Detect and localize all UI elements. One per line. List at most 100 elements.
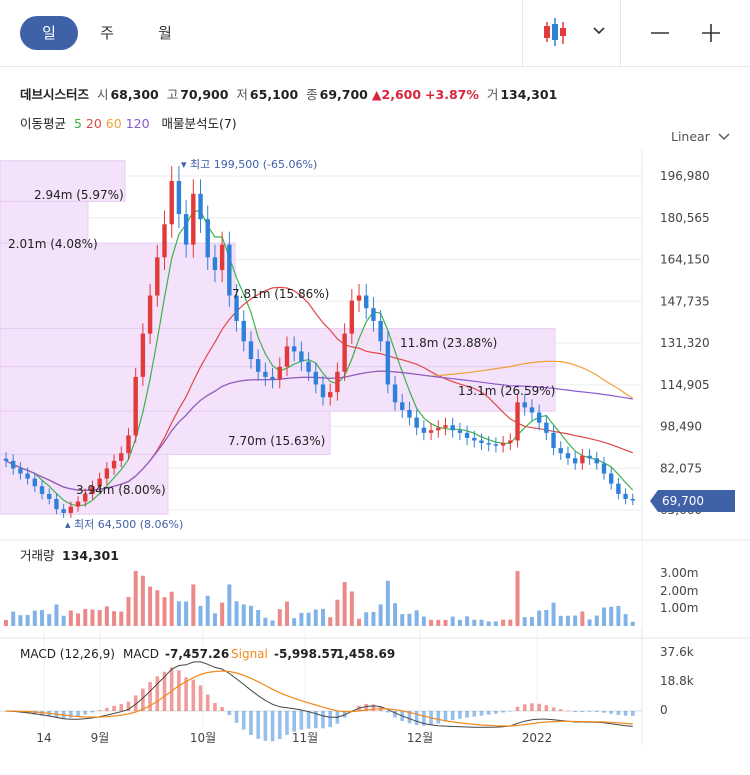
zoom-out-icon[interactable] <box>649 22 671 44</box>
candle <box>47 493 52 499</box>
candle <box>414 417 419 428</box>
volume-axis-label: 2.00m <box>660 584 698 598</box>
ma60-label: 60 <box>105 116 122 131</box>
price-axis-label: 114,905 <box>660 378 710 392</box>
candle <box>155 257 160 296</box>
volume-bar <box>522 617 527 626</box>
chevron-down-icon[interactable] <box>592 24 606 38</box>
volume-bar <box>544 610 549 626</box>
volume-bar <box>465 616 470 626</box>
macd-histogram-bar <box>313 711 318 729</box>
volume-profile-bar <box>0 366 556 412</box>
macd-histogram-bar <box>544 705 549 711</box>
candle <box>522 402 527 408</box>
candle <box>212 257 218 271</box>
candle <box>162 224 167 258</box>
time-axis-label: 12월 <box>407 731 433 745</box>
candle <box>61 509 66 513</box>
candle <box>3 458 9 461</box>
candle <box>356 295 362 301</box>
macd-label: MACD <box>123 647 159 661</box>
candle <box>551 432 556 449</box>
candle <box>328 392 333 398</box>
macd-histogram-bar <box>422 711 426 726</box>
macd-histogram-bar <box>227 711 232 716</box>
volume-bar <box>256 610 261 626</box>
volume-bar <box>83 608 88 626</box>
candle <box>18 468 23 474</box>
volume-bar <box>630 621 635 626</box>
zoom-in-icon[interactable] <box>700 22 722 44</box>
volume-bar <box>220 602 225 626</box>
volume-bar <box>580 611 585 626</box>
macd-histogram-bar <box>292 711 296 732</box>
stock-name: 데브시스터즈 <box>20 87 90 102</box>
volume-bar <box>176 601 181 626</box>
volume-bar <box>429 619 434 626</box>
candle <box>630 498 635 501</box>
candle <box>313 371 318 385</box>
macd-histogram-bar <box>141 688 145 711</box>
macd-histogram-bar <box>270 711 275 742</box>
ma20-label: 20 <box>85 116 102 131</box>
macd-histogram-bar <box>155 676 160 711</box>
macd-histogram-bar <box>551 707 556 711</box>
tab-day[interactable]: 일 <box>20 16 78 50</box>
candle <box>572 458 578 464</box>
macd-histogram-bar <box>623 711 628 716</box>
candlestick-chart-type-icon[interactable] <box>542 16 572 48</box>
volume-bar <box>11 611 16 626</box>
macd-histogram-bar <box>306 711 311 729</box>
change-value: 2,600 <box>381 87 422 102</box>
volume-bar <box>18 615 23 626</box>
macd-histogram-bar <box>587 711 592 712</box>
candle <box>169 181 174 225</box>
volume-bar <box>4 619 8 626</box>
volume-bar <box>493 621 498 626</box>
volume-bar <box>587 619 592 626</box>
volume-bar <box>486 621 491 626</box>
moving-average-legend[interactable]: 이동평균 5 20 60 120 매물분석도(7) <box>20 113 237 132</box>
volume-bar <box>140 575 145 626</box>
volume-bar <box>126 597 131 626</box>
candle <box>335 371 340 393</box>
volume-bar <box>155 590 160 626</box>
candle <box>306 361 311 372</box>
macd-histogram-bar <box>90 711 95 713</box>
macd-histogram-bar <box>436 711 441 724</box>
macd-line <box>5 661 633 728</box>
scale-mode-select[interactable]: Linear <box>671 129 730 144</box>
volume-bar <box>616 605 621 626</box>
candle <box>342 333 347 372</box>
tab-month[interactable]: 월 <box>158 24 172 42</box>
macd-histogram-bar <box>386 711 390 713</box>
volume-bar <box>162 597 167 626</box>
macd-histogram-bar <box>393 711 397 718</box>
volume-bar <box>501 619 506 626</box>
macd-histogram-bar <box>407 711 412 724</box>
macd-histogram-bar <box>530 703 534 711</box>
tab-week[interactable]: 주 <box>100 24 114 42</box>
volume-profile-label: 3.94m (8.00%) <box>76 483 166 497</box>
price-axis-label: 147,735 <box>660 294 710 308</box>
volume-profile-bar <box>0 410 331 455</box>
volume-bar <box>90 609 95 626</box>
macd-histogram-bar <box>83 711 88 715</box>
macd-histogram-bar <box>594 711 599 712</box>
volume-bar <box>364 612 369 626</box>
volume-bar <box>119 611 124 626</box>
macd-histogram-bar <box>169 667 174 711</box>
macd-histogram-bar <box>220 707 224 711</box>
macd-histogram-bar <box>321 711 325 729</box>
volume-profile-label: 13.1m (26.59%) <box>458 384 555 398</box>
low-label: 저 <box>236 87 248 102</box>
candle <box>472 437 477 441</box>
candle <box>364 295 369 309</box>
volume-bar <box>40 610 45 626</box>
volume-bar <box>565 615 570 626</box>
macd-histogram-bar <box>198 685 203 711</box>
volume-bar <box>191 584 196 626</box>
volume-bar <box>385 580 390 626</box>
time-axis-label: 9월 <box>91 731 110 745</box>
